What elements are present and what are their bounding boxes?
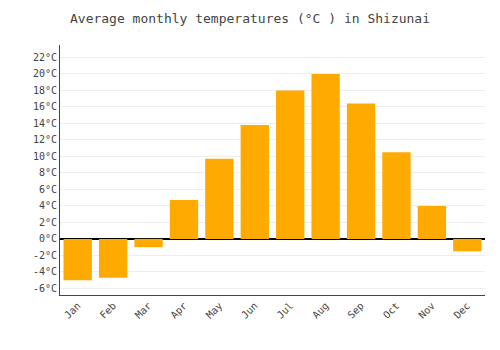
svg-text:Average monthly temperatures (: Average monthly temperatures (°C ) in Sh… bbox=[70, 11, 430, 26]
svg-text:12°C: 12°C bbox=[33, 134, 57, 145]
svg-text:6°C: 6°C bbox=[39, 184, 57, 195]
svg-text:22°C: 22°C bbox=[33, 52, 57, 63]
svg-text:May: May bbox=[204, 300, 225, 321]
svg-text:14°C: 14°C bbox=[33, 118, 57, 129]
svg-text:18°C: 18°C bbox=[33, 85, 57, 96]
svg-text:Jan: Jan bbox=[62, 300, 83, 321]
svg-text:20°C: 20°C bbox=[33, 68, 57, 79]
svg-text:Sep: Sep bbox=[345, 300, 366, 321]
svg-text:-2°C: -2°C bbox=[33, 250, 57, 261]
svg-text:8°C: 8°C bbox=[39, 167, 57, 178]
svg-text:Mar: Mar bbox=[133, 300, 154, 321]
svg-text:Dec: Dec bbox=[452, 300, 473, 321]
svg-text:Feb: Feb bbox=[98, 300, 119, 321]
svg-text:0°C: 0°C bbox=[39, 233, 57, 244]
svg-text:Aug: Aug bbox=[310, 300, 331, 321]
svg-text:2°C: 2°C bbox=[39, 217, 57, 228]
svg-text:Oct: Oct bbox=[381, 300, 402, 321]
svg-text:Nov: Nov bbox=[416, 300, 437, 321]
svg-text:-4°C: -4°C bbox=[33, 266, 57, 277]
svg-text:16°C: 16°C bbox=[33, 101, 57, 112]
svg-text:-6°C: -6°C bbox=[33, 283, 57, 294]
svg-text:Jun: Jun bbox=[239, 300, 260, 321]
svg-text:Apr: Apr bbox=[168, 300, 189, 321]
svg-text:10°C: 10°C bbox=[33, 151, 57, 162]
svg-text:4°C: 4°C bbox=[39, 200, 57, 211]
svg-text:Jul: Jul bbox=[275, 300, 296, 321]
